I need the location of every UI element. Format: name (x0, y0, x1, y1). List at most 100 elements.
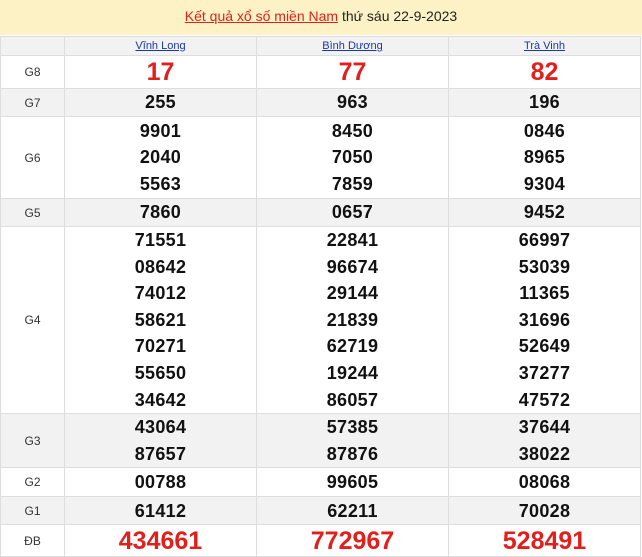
prize-number: 17 (146, 58, 175, 86)
prize-row-g3: G3 43064 87657 57385 87876 37644 38022 (0, 413, 641, 469)
prize-number: 2040 (139, 147, 182, 168)
prize-number: 70028 (518, 500, 571, 521)
prize-cell: 434661 (64, 524, 257, 557)
province-link[interactable]: Vĩnh Long (135, 40, 186, 52)
prize-number: 8450 (331, 120, 374, 141)
prize-cell: 963 (256, 88, 449, 117)
prize-number: 7860 (139, 202, 182, 223)
prize-number: 08642 (134, 256, 187, 277)
prize-number: 52649 (518, 336, 571, 357)
prize-number: 00788 (134, 472, 187, 493)
prize-number: 528491 (502, 526, 587, 555)
prize-number: 82 (530, 58, 559, 86)
prize-number: 8965 (523, 147, 566, 168)
prize-cell: 255 (64, 88, 257, 117)
prize-number: 34642 (134, 389, 187, 410)
prize-number: 87657 (134, 443, 187, 464)
prize-label: ĐB (0, 524, 65, 557)
prize-cell: 70028 (448, 496, 641, 526)
prize-number: 31696 (518, 309, 571, 330)
prize-cell: 9452 (448, 198, 641, 227)
prize-number: 43064 (134, 417, 187, 438)
prize-number: 29144 (326, 283, 379, 304)
prize-cell: 77 (256, 55, 449, 89)
prize-cell: 00788 (64, 467, 257, 498)
prize-number: 77 (338, 58, 367, 86)
prize-cell: 528491 (448, 524, 641, 557)
prize-row-g2: G2 00788 99605 08068 (0, 467, 641, 498)
corner-cell (0, 36, 65, 56)
prize-cell: 71551 08642 74012 58621 70271 55650 34642 (64, 225, 257, 415)
prize-number: 86057 (326, 389, 379, 410)
prize-number: 196 (529, 92, 560, 113)
prize-label: G2 (0, 467, 65, 498)
prize-number: 0846 (523, 120, 566, 141)
prize-cell: 22841 96674 29144 21839 62719 19244 86057 (256, 225, 449, 415)
prize-number: 96674 (326, 256, 379, 277)
prize-label: G4 (0, 225, 65, 415)
prize-number: 7050 (331, 147, 374, 168)
prize-cell: 0657 (256, 198, 449, 227)
prize-number: 53039 (518, 256, 571, 277)
prize-row-g8: G8 17 77 82 (0, 55, 641, 89)
prize-number: 08068 (518, 472, 571, 493)
prize-cell: 43064 87657 (64, 413, 257, 469)
province-link[interactable]: Trà Vinh (524, 40, 565, 52)
prize-number: 66997 (518, 230, 571, 250)
prize-row-g4: G4 71551 08642 74012 58621 70271 55650 34642 228… (0, 225, 641, 415)
prize-cell: 0846 8965 9304 (448, 116, 641, 199)
results-table: Vĩnh Long Bình Dương Trà Vinh G8 17 77 82 G7… (0, 36, 641, 557)
prize-number: 58621 (134, 309, 187, 330)
prize-cell: 9901 2040 5563 (64, 116, 257, 199)
prize-number: 37277 (518, 362, 571, 383)
prize-cell: 772967 (256, 524, 449, 557)
province-header: Trà Vinh (448, 36, 641, 56)
prize-number: 70271 (134, 336, 187, 357)
prize-number: 5563 (139, 173, 182, 194)
prize-number: 19244 (326, 362, 379, 383)
prize-number: 62719 (326, 336, 379, 357)
prize-number: 22841 (326, 230, 379, 250)
prize-number: 55650 (134, 362, 187, 383)
prize-number: 57385 (326, 417, 379, 438)
prize-number: 255 (145, 92, 176, 113)
prize-cell: 66997 53039 11365 31696 52649 37277 47572 (448, 225, 641, 415)
prize-cell: 37644 38022 (448, 413, 641, 469)
prize-number: 37644 (518, 417, 571, 438)
prize-cell: 17 (64, 55, 257, 89)
prize-number: 0657 (331, 202, 374, 223)
prize-number: 772967 (310, 526, 395, 555)
prize-number: 74012 (134, 283, 187, 304)
prize-number: 9452 (523, 202, 566, 223)
prize-cell: 82 (448, 55, 641, 89)
prize-cell: 57385 87876 (256, 413, 449, 469)
results-link[interactable]: Kết quả xổ số miền Nam (184, 8, 339, 24)
province-header: Vĩnh Long (64, 36, 257, 56)
prize-row-g6: G6 9901 2040 5563 8450 7050 7859 0846 8965 9304 (0, 116, 641, 199)
prize-number: 61412 (134, 500, 187, 521)
prize-number: 99605 (326, 472, 379, 493)
prize-cell: 196 (448, 88, 641, 117)
prize-number: 21839 (326, 309, 379, 330)
prize-label: G5 (0, 198, 65, 227)
prize-row-g7: G7 255 963 196 (0, 88, 641, 117)
prize-number: 9901 (139, 120, 182, 141)
header-row: Vĩnh Long Bình Dương Trà Vinh (0, 36, 641, 56)
prize-cell: 99605 (256, 467, 449, 498)
prize-number: 71551 (134, 230, 187, 250)
prize-number: 7859 (331, 173, 374, 194)
prize-number: 87876 (326, 443, 379, 464)
province-header: Bình Dương (256, 36, 449, 56)
prize-number: 963 (337, 92, 368, 113)
province-link[interactable]: Bình Dương (322, 40, 383, 52)
prize-number: 38022 (518, 443, 571, 464)
prize-cell: 08068 (448, 467, 641, 498)
prize-cell: 62211 (256, 496, 449, 526)
prize-row-g1: G1 61412 62211 70028 (0, 496, 641, 526)
prize-number: 62211 (327, 500, 378, 521)
prize-label: G1 (0, 496, 65, 526)
prize-number: 47572 (518, 389, 571, 410)
prize-label: G6 (0, 116, 65, 199)
results-title: Kết quả xổ số miền Nam thứ sáu 22-9-2023 (0, 0, 642, 35)
prize-number: 434661 (118, 526, 203, 555)
